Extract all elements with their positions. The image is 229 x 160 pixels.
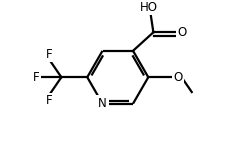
- Text: F: F: [46, 48, 52, 61]
- Text: F: F: [46, 94, 52, 107]
- Text: N: N: [98, 97, 106, 110]
- Text: HO: HO: [139, 1, 157, 14]
- Text: O: O: [177, 26, 186, 39]
- Text: O: O: [172, 71, 182, 84]
- Text: F: F: [33, 71, 40, 84]
